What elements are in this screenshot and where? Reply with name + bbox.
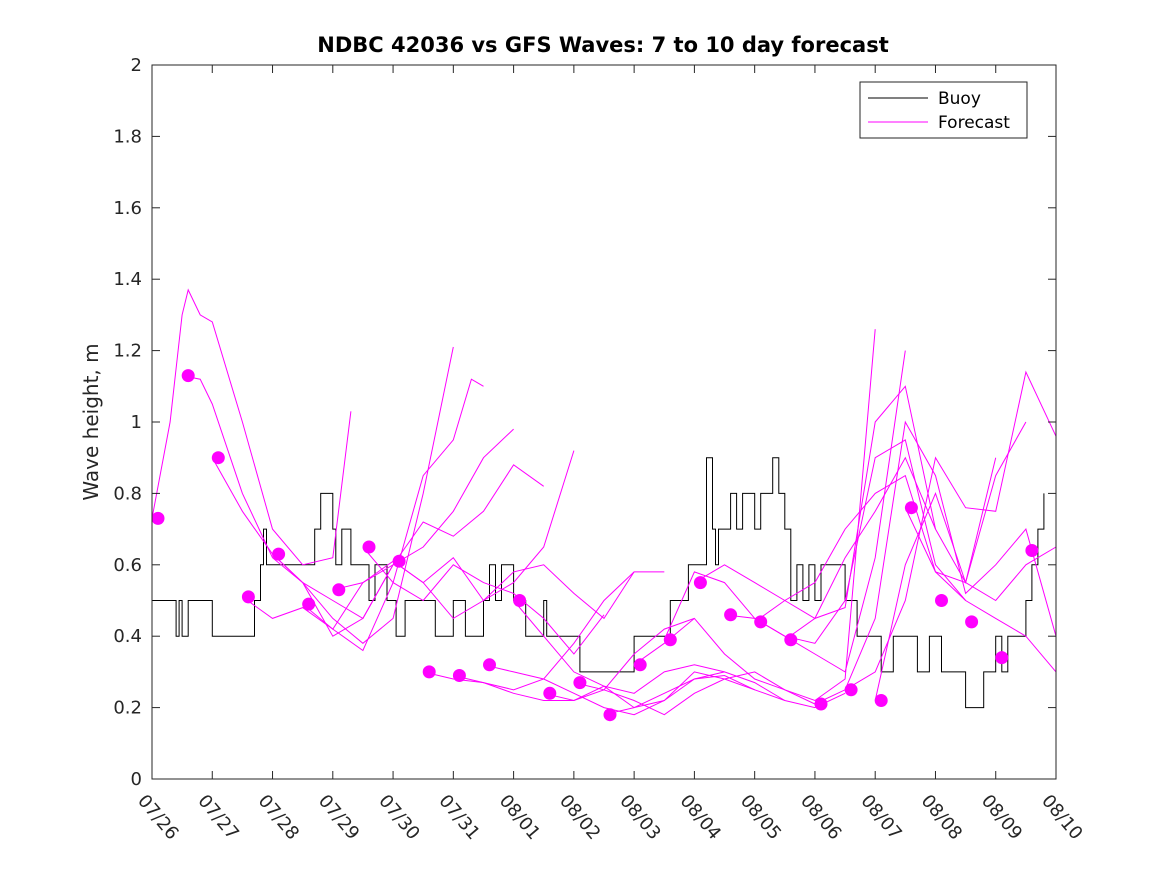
forecast-line-22 xyxy=(784,421,1027,641)
forecast-marker xyxy=(151,511,165,525)
forecast-marker xyxy=(663,633,677,647)
forecast-line-16 xyxy=(603,671,846,716)
forecast-marker xyxy=(874,694,888,707)
x-tick-label: 08/03 xyxy=(615,791,664,844)
x-tick-label: 08/06 xyxy=(796,791,845,844)
y-tick-label: 2 xyxy=(131,55,142,76)
forecast-line-1 xyxy=(151,288,352,566)
x-tick-label: 07/27 xyxy=(193,791,242,844)
forecast-line-23 xyxy=(814,420,1057,705)
forecast-marker xyxy=(302,597,316,611)
x-tick-label: 07/26 xyxy=(133,791,182,844)
forecast-marker xyxy=(452,669,466,682)
x-tick-label: 07/29 xyxy=(314,791,363,844)
y-tick-label: 0.8 xyxy=(113,483,142,504)
chart-title: NDBC 42036 vs GFS Waves: 7 to 10 day for… xyxy=(317,33,888,57)
forecast-marker xyxy=(633,658,647,672)
x-tick-label: 08/01 xyxy=(495,791,544,844)
forecast-marker xyxy=(513,594,527,607)
forecast-line-15 xyxy=(573,671,816,716)
forecast-marker xyxy=(724,608,738,622)
forecast-line-14 xyxy=(543,664,786,702)
forecast-marker xyxy=(844,683,858,697)
legend-forecast-label: Forecast xyxy=(938,113,1010,133)
forecast-line-3 xyxy=(211,346,454,644)
forecast-line-2 xyxy=(182,375,394,620)
forecast-line-24 xyxy=(844,370,1057,691)
forecast-marker xyxy=(1025,544,1039,557)
forecast-line-26 xyxy=(904,507,1057,673)
legend-buoy-label: Buoy xyxy=(938,89,981,109)
y-tick-label: 1.6 xyxy=(113,198,142,219)
x-tick-label: 08/10 xyxy=(1037,791,1086,844)
legend: Buoy Forecast xyxy=(859,81,1028,139)
forecast-line-8 xyxy=(362,546,605,655)
forecast-marker xyxy=(603,708,617,722)
y-tick-label: 0.2 xyxy=(113,698,142,719)
x-tick-label: 08/04 xyxy=(676,791,725,844)
x-tick-label: 08/05 xyxy=(736,791,785,844)
x-tick-label: 08/07 xyxy=(856,791,905,844)
x-tick-label: 08/02 xyxy=(555,791,604,844)
y-tick-label: 0.6 xyxy=(113,555,142,576)
forecast-line-25 xyxy=(874,491,1057,701)
forecast-line-7 xyxy=(332,450,575,602)
forecast-line-4 xyxy=(242,378,484,652)
forecast-marker xyxy=(693,576,707,590)
forecast-marker xyxy=(241,590,255,604)
forecast-marker xyxy=(814,697,828,711)
forecast-line-9 xyxy=(392,560,635,620)
forecast-line-6 xyxy=(302,464,544,630)
forecast-marker xyxy=(181,369,195,383)
y-tick-label: 1.4 xyxy=(113,269,142,290)
forecast-marker xyxy=(965,615,979,629)
x-tick-label: 08/08 xyxy=(917,791,966,844)
forecast-marker xyxy=(332,583,346,597)
y-tick-label: 1.2 xyxy=(113,341,142,362)
forecast-line-21 xyxy=(754,457,997,623)
forecast-marker xyxy=(392,554,406,568)
y-tick-label: 1 xyxy=(131,412,142,433)
forecast-marker xyxy=(995,651,1009,665)
y-tick-label: 0.4 xyxy=(113,626,142,647)
forecast-marker xyxy=(211,451,225,465)
forecast-marker xyxy=(543,686,557,700)
x-tick-label: 07/30 xyxy=(374,791,423,844)
forecast-marker xyxy=(483,658,496,672)
x-tick-label: 07/31 xyxy=(434,791,483,844)
y-tick-label: 1.8 xyxy=(113,126,142,147)
forecast-marker xyxy=(573,676,587,690)
forecast-marker xyxy=(784,633,798,647)
y-axis-label: Wave height, m xyxy=(79,343,103,500)
forecast-marker xyxy=(754,615,768,629)
forecast-marker xyxy=(362,540,376,554)
forecast-marker xyxy=(422,665,436,679)
x-tick-label: 07/28 xyxy=(254,791,303,844)
buoy-series-line xyxy=(152,457,1045,709)
y-tick-label: 0 xyxy=(131,769,142,790)
forecast-marker xyxy=(272,547,286,561)
x-tick-label: 08/09 xyxy=(977,791,1026,844)
forecast-marker xyxy=(935,594,948,607)
legend-box xyxy=(859,81,1028,139)
forecast-line-12 xyxy=(483,664,725,716)
forecast-marker xyxy=(904,501,918,515)
data-layer xyxy=(151,288,1057,722)
